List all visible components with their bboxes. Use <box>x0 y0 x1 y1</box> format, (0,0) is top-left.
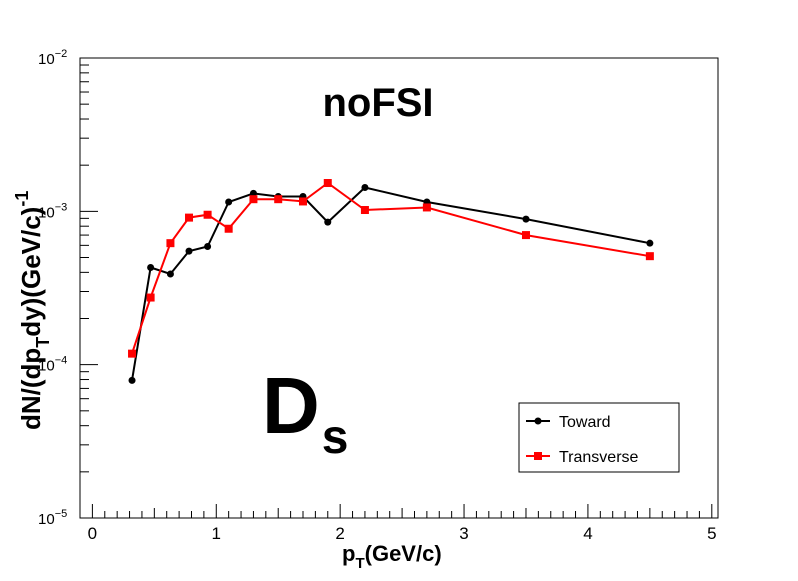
data-point-toward <box>324 218 332 226</box>
data-point-transverse <box>166 239 175 248</box>
series-line-transverse <box>131 181 651 354</box>
y-axis-label-part-2: dy)(GeV/c) <box>16 207 46 337</box>
legend-transverse-marker <box>534 452 542 460</box>
data-point-transverse <box>360 206 369 215</box>
data-point-toward <box>646 239 654 247</box>
x-tick-labels: 0 1 2 3 4 5 <box>88 524 717 543</box>
y-axis-label-sub: T <box>33 337 53 348</box>
data-point-transverse <box>185 213 194 222</box>
series-line-toward <box>131 186 651 381</box>
y-tick-label-exponent: −4 <box>55 355 68 367</box>
data-point-toward <box>249 189 257 197</box>
data-point-transverse <box>298 197 307 206</box>
particle-label: Ds <box>262 361 348 464</box>
legend-box <box>518 402 680 473</box>
data-point-transverse <box>274 195 283 204</box>
data-point-transverse <box>249 195 258 204</box>
x-tick-label: 3 <box>459 524 468 543</box>
data-point-toward <box>166 270 174 278</box>
legend-toward-label: Toward <box>559 414 611 431</box>
y-tick-label-base: 10 <box>38 204 55 221</box>
x-axis-label: pT(GeV/c) <box>342 541 442 572</box>
legend: Toward Transverse <box>518 402 680 473</box>
y-tick-label: 10−3 <box>38 201 67 221</box>
data-point-toward <box>225 198 233 206</box>
particle-label-main: D <box>262 361 320 450</box>
data-point-toward <box>361 184 369 192</box>
y-tick-label-exponent: −5 <box>55 508 68 520</box>
data-point-transverse <box>203 210 212 219</box>
x-axis-label-main: p <box>342 541 355 566</box>
data-point-transverse <box>422 203 431 212</box>
legend-transverse-label: Transverse <box>559 449 639 466</box>
y-tick-label-exponent: −3 <box>55 201 68 213</box>
y-tick-label-base: 10 <box>38 51 55 68</box>
y-tick-label: 10−4 <box>38 355 67 375</box>
x-tick-label: 4 <box>583 524 592 543</box>
data-point-toward <box>128 376 136 384</box>
x-tick-label: 1 <box>212 524 221 543</box>
series-layer <box>128 179 654 384</box>
data-point-toward <box>185 247 193 255</box>
y-tick-labels: 10−510−410−310−2 <box>38 48 67 528</box>
y-tick-label-base: 10 <box>38 511 55 528</box>
data-point-transverse <box>521 231 530 240</box>
data-point-transverse <box>224 224 233 233</box>
x-axis-label-rest: (GeV/c) <box>365 541 442 566</box>
plot-frame <box>79 57 719 519</box>
data-point-toward <box>204 242 212 250</box>
y-tick-label-exponent: −2 <box>55 48 68 60</box>
y-tick-label: 10−5 <box>38 508 67 528</box>
chart-title: noFSI <box>322 81 433 125</box>
x-tick-label: 2 <box>335 524 344 543</box>
x-tick-label: 5 <box>707 524 716 543</box>
particle-label-sub: s <box>322 411 349 464</box>
data-point-transverse <box>323 179 332 188</box>
data-point-transverse <box>128 349 137 358</box>
x-axis-label-sub: T <box>355 555 364 572</box>
y-tick-label-base: 10 <box>38 358 55 375</box>
axis-ticks <box>79 57 713 519</box>
data-point-toward <box>522 215 530 223</box>
legend-toward-marker <box>534 417 542 425</box>
y-axis-label-sup: -1 <box>12 191 32 207</box>
data-point-transverse <box>645 252 654 261</box>
y-axis-label-part-1: dN/(dp <box>16 348 46 430</box>
y-tick-label: 10−2 <box>38 48 67 68</box>
x-tick-label: 0 <box>88 524 97 543</box>
data-point-toward <box>147 264 155 272</box>
y-axis-label: dN/(dpTdy)(GeV/c)-1 <box>12 191 53 430</box>
data-point-transverse <box>146 293 155 302</box>
